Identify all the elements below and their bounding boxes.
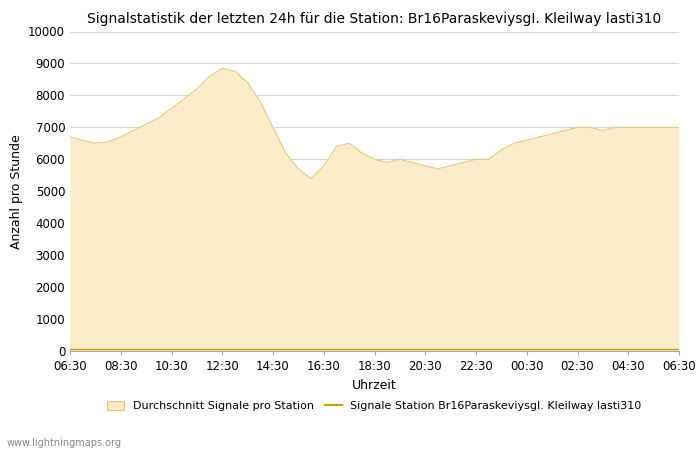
Title: Signalstatistik der letzten 24h für die Station: Br16ParaskeviysgI. Kleilway las: Signalstatistik der letzten 24h für die …: [88, 12, 662, 26]
Legend: Durchschnitt Signale pro Station, Signale Station Br16ParaskeviysgI. Kleilway la: Durchschnitt Signale pro Station, Signal…: [103, 396, 646, 416]
Text: www.lightningmaps.org: www.lightningmaps.org: [7, 438, 122, 448]
Y-axis label: Anzahl pro Stunde: Anzahl pro Stunde: [10, 134, 22, 248]
X-axis label: Uhrzeit: Uhrzeit: [352, 378, 397, 392]
